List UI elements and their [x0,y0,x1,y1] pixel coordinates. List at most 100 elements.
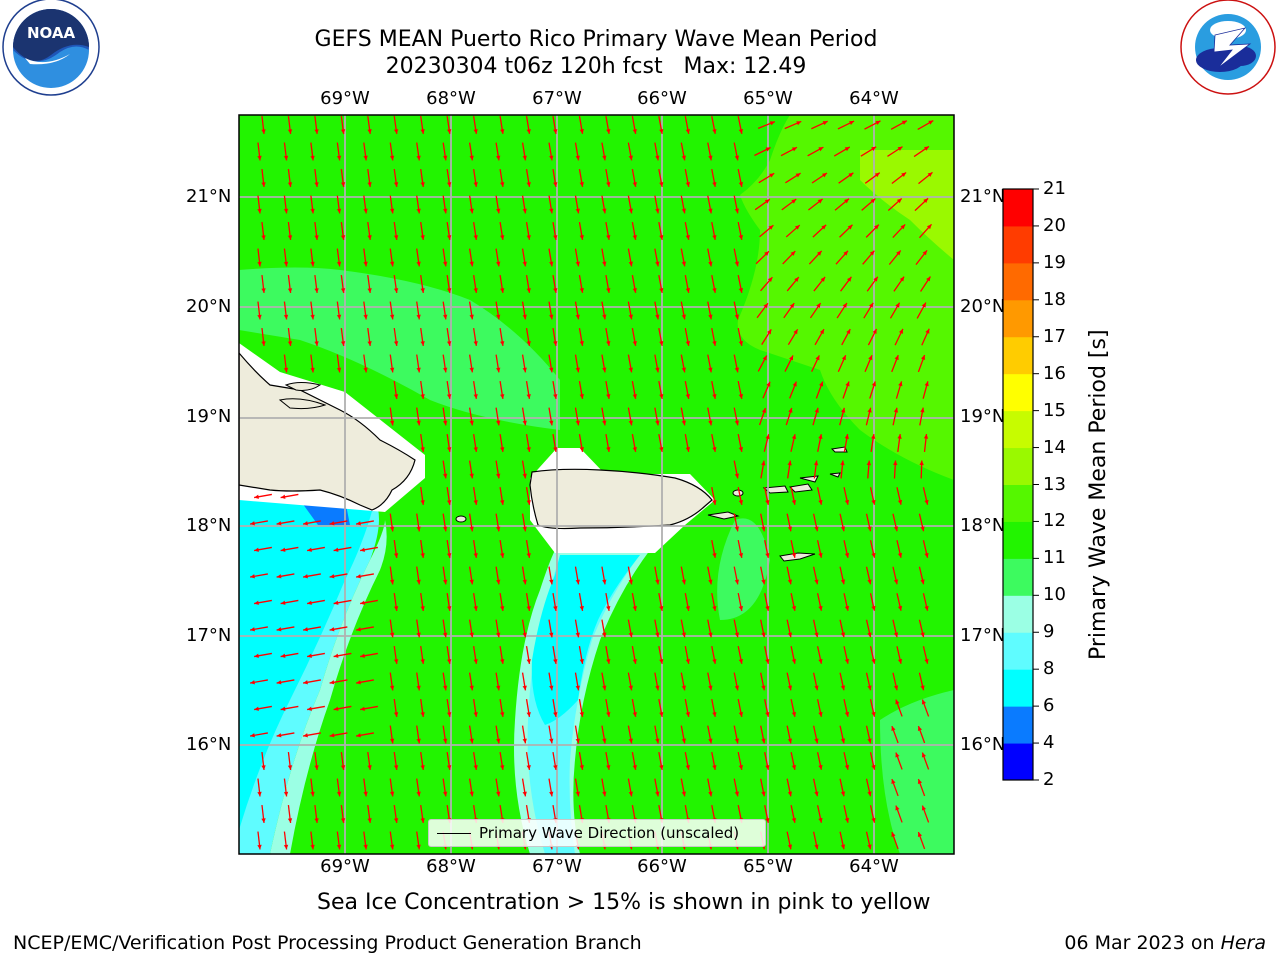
wave-arrow-head [896,250,901,256]
wave-arrow-head [307,547,312,552]
wave-arrow-head [333,547,339,552]
wave-arrow-head [602,685,607,691]
lat-label-right: 17°N [960,625,1006,646]
wave-arrow-head [765,711,770,717]
wave-arrow-head [549,420,554,426]
wave-arrow-head [681,738,686,744]
lat-label-right: 16°N [960,734,1006,755]
wave-arrow-head [845,381,850,387]
island-land [278,398,327,410]
wave-arrow-head [280,547,286,552]
wave-arrow-head [363,791,368,797]
wave-arrow-head [443,685,448,691]
wave-arrow-head [500,129,505,134]
wave-arrow-head [919,460,924,466]
wave-arrow-head [526,394,531,399]
wave-arrow-head [896,198,902,204]
wave-arrow-head [628,261,633,267]
colorbar-bin [1003,189,1033,227]
wave-arrow-head [768,225,774,230]
lat-label-left: 18°N [186,515,232,536]
wave-arrow-head [496,367,501,373]
wave-arrow-head [526,606,531,611]
wave-arrow-head [708,579,713,585]
wave-arrow-head [897,658,903,664]
wave-arrow-head [363,367,368,373]
wave-arrow-head [393,712,399,717]
wave-arrow-head [469,473,474,479]
wave-arrow-head [389,738,395,744]
wave-arrow-head [870,198,876,204]
wave-arrow-head [443,155,448,161]
wave-arrow-head [871,499,876,505]
wave-arrow-head [314,129,319,134]
lon-label-top: 65°W [743,88,793,109]
wave-arrow-head [926,224,932,230]
lat-label-right: 20°N [960,296,1006,317]
wave-arrow-head [712,393,717,399]
wave-arrow-head [738,128,744,134]
wave-arrow-head [681,314,686,320]
wave-arrow-head [844,658,850,664]
wave-arrow-head [867,738,872,744]
wave-arrow-head [920,355,926,361]
wave-arrow-head [606,712,611,717]
wave-arrow-head [708,791,713,797]
wave-arrow-head [606,235,611,240]
wave-arrow-head [761,685,766,691]
wave-arrow-head [814,526,819,532]
wave-arrow-head [923,434,929,439]
wave-arrow-head [303,680,308,685]
wave-arrow-head [363,208,368,214]
wave-arrow-head [496,155,501,161]
wave-arrow-head [336,155,342,161]
wave-arrow-head [579,394,584,399]
wave-arrow-head [765,552,770,558]
wave-arrow-head [602,155,607,161]
wave-arrow-head [734,579,740,585]
wave-arrow-head [360,547,365,552]
wave-arrow-head [393,659,399,664]
wave-arrow-head [681,579,686,585]
wave-arrow-head [891,779,896,785]
lon-label-bottom: 66°W [637,856,687,877]
wave-arrow-head [522,632,527,638]
wave-arrow-head [841,355,846,361]
wave-arrow-head [522,367,527,373]
wave-arrow-head [712,181,717,187]
wave-arrow-head [920,685,925,691]
wave-arrow-head [336,208,342,214]
wave-arrow-head [791,817,797,823]
colorbar-tick-label: 12 [1043,510,1066,532]
wave-arrow-head [310,261,315,267]
wave-arrow-head [844,499,850,505]
wave-arrow-head [655,155,660,161]
wave-arrow-head [840,632,846,638]
wave-arrow-head [420,394,425,399]
wave-arrow-head [500,394,505,399]
wave-arrow-head [844,605,850,611]
wave-arrow-head [872,328,877,334]
wave-arrow-head [917,832,923,838]
wave-arrow-head [496,420,501,426]
wave-arrow-head [553,606,558,611]
wave-arrow-head [901,172,907,177]
wave-arrow-head [924,499,929,505]
wave-arrow-head [921,752,927,758]
wave-arrow-head [871,381,876,387]
wave-arrow-head [792,381,797,387]
wave-arrow-head [283,208,289,214]
wave-arrow-head [868,302,874,308]
wave-arrow-head [708,738,713,744]
wave-arrow-head [360,653,365,658]
wave-arrow-head [897,434,902,439]
wave-arrow-head [685,182,690,187]
wave-arrow-head [685,447,690,452]
wave-arrow-head [393,235,399,240]
wave-arrow-head [393,553,399,558]
colorbar-bin [1003,373,1033,412]
wave-arrow-head [685,235,690,240]
wave-arrow-head [367,129,372,134]
wave-arrow-head [867,685,872,691]
colorbar-tick-label: 19 [1043,251,1066,273]
